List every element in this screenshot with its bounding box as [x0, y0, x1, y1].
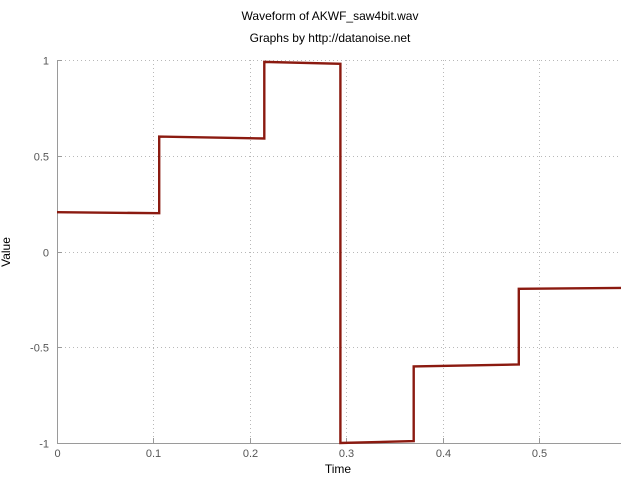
- y-tick-label: 1: [43, 56, 49, 68]
- y-tick-label: 0: [43, 248, 49, 260]
- x-tick-label: 0.2: [243, 448, 258, 460]
- series-layer: [56, 60, 622, 445]
- x-tick-label: 0.3: [339, 448, 354, 460]
- x-tick-label: 0.1: [146, 448, 161, 460]
- y-tick-labels: -1 -0.5 0 0.5 1: [30, 56, 49, 451]
- y-tick-label: -0.5: [30, 343, 49, 355]
- grid-lines: [57, 60, 621, 443]
- waveform-series-line: [56, 60, 622, 445]
- x-axis-label: Time: [325, 462, 352, 476]
- chart-title: Waveform of AKWF_saw4bit.wav: [242, 9, 419, 23]
- x-tick-label: 0.5: [532, 448, 547, 460]
- y-axis-label: Value: [0, 237, 13, 267]
- y-tick-label: -1: [39, 439, 49, 451]
- plot-axes: [57, 60, 621, 444]
- x-tick-labels: 0 0.1 0.2 0.3 0.4 0.5: [54, 448, 547, 460]
- y-tick-label: 0.5: [34, 152, 49, 164]
- x-tick-label: 0: [54, 448, 60, 460]
- chart-subtitle: Graphs by http://datanoise.net: [250, 31, 411, 45]
- x-tick-label: 0.4: [436, 448, 451, 460]
